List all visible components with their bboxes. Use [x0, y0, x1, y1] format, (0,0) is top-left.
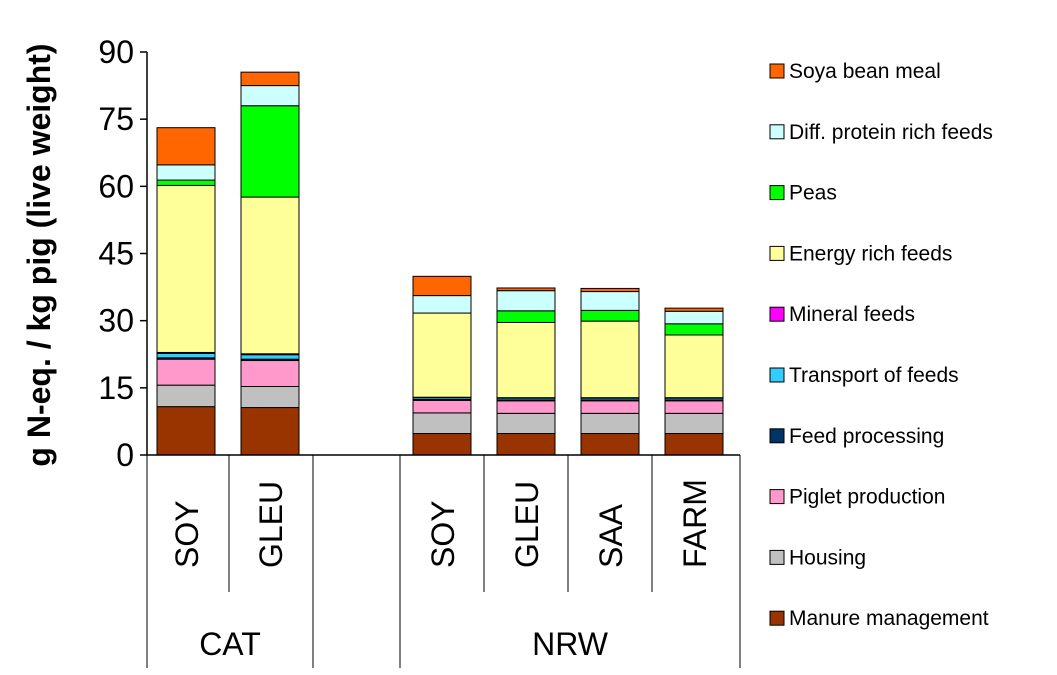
x-tick-label: SOY	[425, 500, 461, 568]
bar-segment-5-1	[580, 433, 640, 456]
axis-layer: 0 15 30 45 60 75 90 SOY GLEU SOY GLEU SAA FARM CAT NRW…	[21, 34, 741, 668]
x-group-label: CAT	[199, 626, 261, 662]
x-tick-label: FARM	[677, 479, 713, 568]
legend-label: Manure management	[789, 607, 989, 630]
bar-segment-2-10	[240, 71, 300, 87]
y-axis-title: g N-eq. / kg pig (live weight)	[21, 43, 57, 466]
legend-swatch	[769, 549, 785, 565]
bar-segment-1-9	[156, 164, 216, 181]
legend-label: Transport of feeds	[789, 364, 959, 387]
legend-label: Energy rich feeds	[789, 242, 952, 265]
bar-segment-1-8	[156, 179, 216, 186]
x-tick-label: SAA	[593, 503, 629, 568]
bar-segment-6-1	[664, 433, 724, 456]
bar-segment-1-5	[156, 352, 216, 359]
bar-segment-2-5	[240, 354, 300, 360]
x-tick-label: GLEU	[509, 481, 545, 568]
legend-swatch	[769, 306, 785, 322]
y-tick-label: 90	[98, 34, 134, 70]
bar-segment-6-9	[664, 310, 724, 325]
legend-swatch	[769, 63, 785, 79]
legend-swatch	[769, 185, 785, 201]
bars-layer	[156, 71, 724, 456]
bar-segment-3-9	[412, 295, 472, 314]
bar-segment-3-2	[412, 412, 472, 435]
y-tick-label: 30	[98, 303, 134, 339]
legend-swatch	[769, 367, 785, 383]
y-tick-label: 60	[98, 168, 134, 204]
legend-swatch	[769, 428, 785, 444]
legend-label: Housing	[789, 546, 866, 569]
legend-label: Soya bean meal	[789, 60, 941, 83]
legend-swatch	[769, 489, 785, 505]
bar-segment-5-8	[580, 309, 640, 322]
bar-segment-2-7	[240, 196, 300, 355]
x-tick-label: GLEU	[253, 481, 289, 568]
bar-segment-5-3	[580, 400, 640, 414]
y-tick-label: 0	[116, 437, 134, 473]
bar-segment-6-2	[664, 412, 724, 435]
bar-segment-3-3	[412, 399, 472, 414]
bar-segment-2-2	[240, 385, 300, 409]
legend: Soya bean meal Diff. protein rich feeds Pe…	[769, 60, 993, 630]
bar-segment-2-9	[240, 85, 300, 107]
bar-segment-5-9	[580, 291, 640, 311]
bar-segment-3-10	[412, 275, 472, 297]
y-tick-label: 45	[98, 236, 134, 272]
bar-segment-2-8	[240, 105, 300, 198]
bar-segment-4-7	[496, 321, 556, 399]
bar-segment-4-10	[496, 287, 556, 292]
legend-swatch	[769, 245, 785, 261]
bar-segment-5-7	[580, 320, 640, 399]
bar-segment-1-10	[156, 127, 216, 166]
x-group-label: NRW	[532, 626, 609, 662]
bar-segment-6-8	[664, 323, 724, 336]
x-tick-label: SOY	[169, 500, 205, 568]
bar-segment-4-9	[496, 290, 556, 312]
legend-label: Piglet production	[789, 486, 945, 509]
legend-swatch	[769, 124, 785, 140]
bar-segment-2-1	[240, 407, 300, 456]
bar-segment-5-2	[580, 412, 640, 435]
bar-segment-1-2	[156, 384, 216, 408]
y-tick-label: 75	[98, 101, 134, 137]
legend-label: Feed processing	[789, 425, 944, 448]
bar-segment-3-1	[412, 433, 472, 456]
bar-segment-4-3	[496, 400, 556, 414]
bar-segment-4-8	[496, 310, 556, 323]
bar-segment-4-2	[496, 412, 556, 435]
legend-swatch	[769, 610, 785, 626]
bar-segment-2-3	[240, 360, 300, 387]
bar-segment-6-10	[664, 307, 724, 312]
legend-label: Diff. protein rich feeds	[789, 121, 993, 144]
bar-segment-6-7	[664, 334, 724, 399]
bar-segment-1-3	[156, 358, 216, 386]
bar-segment-1-7	[156, 184, 216, 353]
legend-label: Mineral feeds	[789, 303, 915, 326]
bar-segment-3-7	[412, 312, 472, 398]
legend-label: Peas	[789, 182, 837, 205]
y-tick-label: 15	[98, 370, 134, 406]
bar-segment-4-1	[496, 433, 556, 456]
bar-segment-5-10	[580, 287, 640, 293]
bar-segment-1-1	[156, 406, 216, 456]
bar-segment-6-3	[664, 400, 724, 414]
